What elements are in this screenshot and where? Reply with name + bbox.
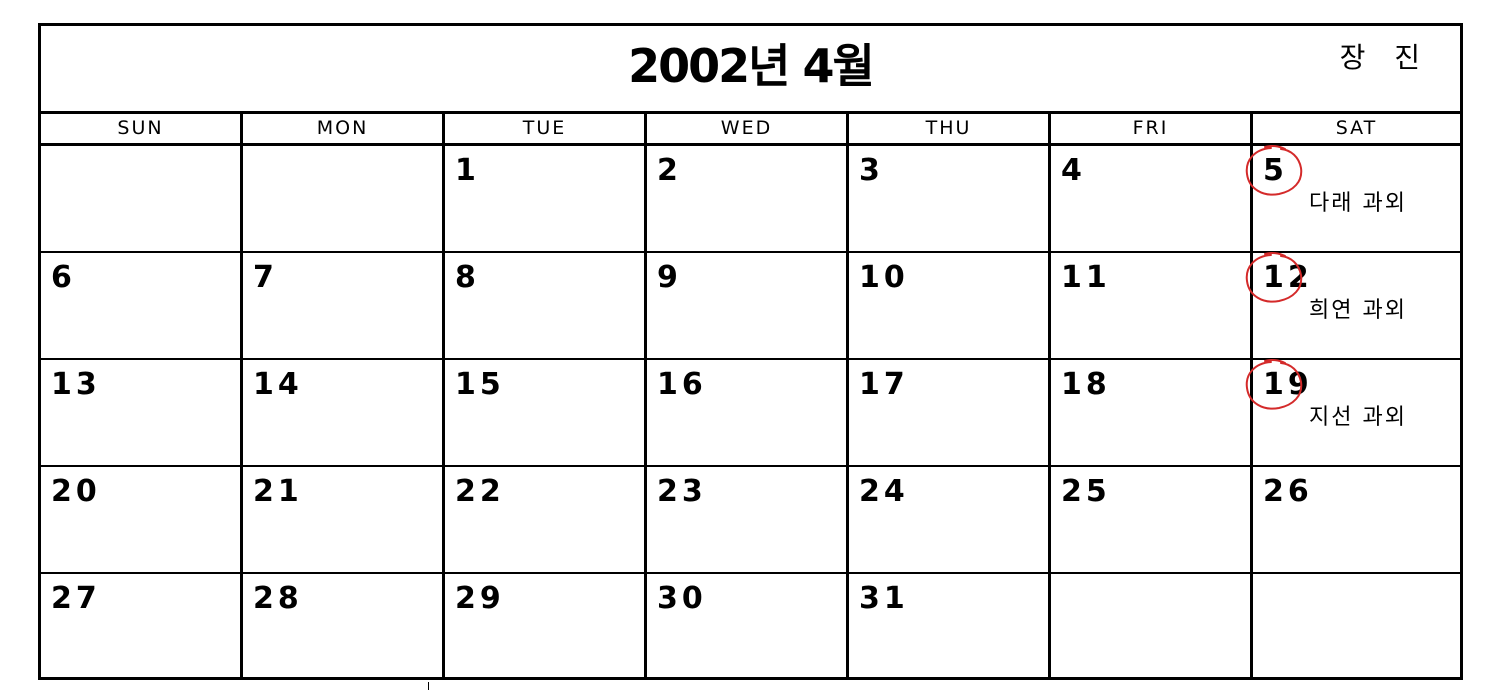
- week-row: 27 28 29 30 31: [41, 574, 1460, 677]
- day-cell[interactable]: 28: [243, 574, 445, 677]
- day-cell[interactable]: 27: [41, 574, 243, 677]
- day-cell[interactable]: 23: [647, 467, 849, 572]
- day-cell[interactable]: 8: [445, 253, 647, 358]
- day-number: 8: [455, 260, 480, 295]
- calendar-header: 2002년 4월 장 진: [41, 26, 1460, 114]
- day-number: 31: [859, 581, 909, 616]
- day-cell[interactable]: 10: [849, 253, 1051, 358]
- day-cell[interactable]: 11: [1051, 253, 1253, 358]
- day-number: 24: [859, 474, 909, 509]
- calendar: 2002년 4월 장 진 SUN MON TUE WED THU FRI SAT…: [38, 23, 1463, 680]
- day-cell[interactable]: [243, 146, 445, 251]
- calendar-grid: 1 2 3 4 5 다래 과외 6 7 8 9 10 11 12 희연 과외 13 14 15 16 17 18 19 지…: [41, 144, 1460, 677]
- week-row: 6 7 8 9 10 11 12 희연 과외: [41, 251, 1460, 360]
- day-number: 5: [1245, 144, 1303, 196]
- day-cell[interactable]: 29: [445, 574, 647, 677]
- weekday-header: SUN MON TUE WED THU FRI SAT: [41, 114, 1460, 146]
- day-number: 27: [51, 581, 101, 616]
- day-number: 29: [455, 581, 505, 616]
- day-cell[interactable]: 7: [243, 253, 445, 358]
- day-cell[interactable]: 19 지선 과외: [1245, 358, 1460, 465]
- day-number: 6: [51, 260, 76, 295]
- day-cell[interactable]: 22: [445, 467, 647, 572]
- month-title: 2002년 4월: [628, 39, 875, 93]
- day-cell[interactable]: 30: [647, 574, 849, 677]
- day-cell[interactable]: [41, 146, 243, 251]
- day-cell[interactable]: 26: [1253, 467, 1460, 572]
- day-cell[interactable]: 17: [849, 360, 1051, 465]
- weekday-mon: MON: [243, 114, 445, 143]
- day-cell[interactable]: 21: [243, 467, 445, 572]
- divider-tick: [428, 682, 429, 690]
- day-number: 12: [1245, 251, 1313, 303]
- weekday-sun: SUN: [41, 114, 243, 143]
- day-number: 22: [455, 474, 505, 509]
- day-number: 23: [657, 474, 707, 509]
- day-number: 21: [253, 474, 303, 509]
- weekday-sat: SAT: [1335, 117, 1378, 139]
- day-cell[interactable]: 1: [445, 146, 647, 251]
- weekday-fri: FRI: [1051, 114, 1253, 143]
- day-number: 3: [859, 153, 884, 188]
- day-number: 30: [657, 581, 707, 616]
- day-number: 19: [1245, 358, 1313, 410]
- week-row: 20 21 22 23 24 25 26: [41, 467, 1460, 574]
- day-cell[interactable]: 13: [41, 360, 243, 465]
- day-cell[interactable]: 15: [445, 360, 647, 465]
- day-cell[interactable]: [1051, 574, 1253, 677]
- day-cell[interactable]: 31: [849, 574, 1051, 677]
- day-cell[interactable]: 16: [647, 360, 849, 465]
- day-cell[interactable]: 3: [849, 146, 1051, 251]
- day-number: 14: [253, 367, 303, 402]
- day-cell[interactable]: 2: [647, 146, 849, 251]
- day-cell[interactable]: 5 다래 과외: [1245, 144, 1460, 251]
- day-number: 15: [455, 367, 505, 402]
- day-number: 25: [1061, 474, 1111, 509]
- weekday-tue: TUE: [445, 114, 647, 143]
- day-cell[interactable]: 12 희연 과외: [1245, 251, 1460, 358]
- weekday-thu: THU: [849, 114, 1051, 143]
- day-number: 11: [1061, 260, 1111, 295]
- day-cell[interactable]: 9: [647, 253, 849, 358]
- day-number: 17: [859, 367, 909, 402]
- day-number: 4: [1061, 153, 1086, 188]
- day-number: 18: [1061, 367, 1111, 402]
- day-cell[interactable]: [1253, 574, 1460, 677]
- day-number: 28: [253, 581, 303, 616]
- day-number: 9: [657, 260, 682, 295]
- day-cell[interactable]: 6: [41, 253, 243, 358]
- day-number: 13: [51, 367, 101, 402]
- day-number: 7: [253, 260, 278, 295]
- day-number: 20: [51, 474, 101, 509]
- day-cell[interactable]: 20: [41, 467, 243, 572]
- day-number: 10: [859, 260, 909, 295]
- day-cell[interactable]: 18: [1051, 360, 1253, 465]
- day-cell[interactable]: 24: [849, 467, 1051, 572]
- day-number: 16: [657, 367, 707, 402]
- day-cell[interactable]: 25: [1051, 467, 1253, 572]
- weekday-wed: WED: [647, 114, 849, 143]
- day-number: 26: [1263, 474, 1313, 509]
- day-cell[interactable]: 14: [243, 360, 445, 465]
- week-row: 13 14 15 16 17 18 19 지선 과외: [41, 358, 1460, 467]
- week-row: 1 2 3 4 5 다래 과외: [41, 144, 1460, 253]
- event-note: 희연 과외: [1309, 298, 1407, 323]
- event-note: 다래 과외: [1309, 191, 1407, 216]
- event-note: 지선 과외: [1309, 405, 1407, 430]
- owner-name: 장 진: [1339, 41, 1430, 74]
- day-cell[interactable]: 4: [1051, 146, 1253, 251]
- day-number: 1: [455, 153, 480, 188]
- day-number: 2: [657, 153, 682, 188]
